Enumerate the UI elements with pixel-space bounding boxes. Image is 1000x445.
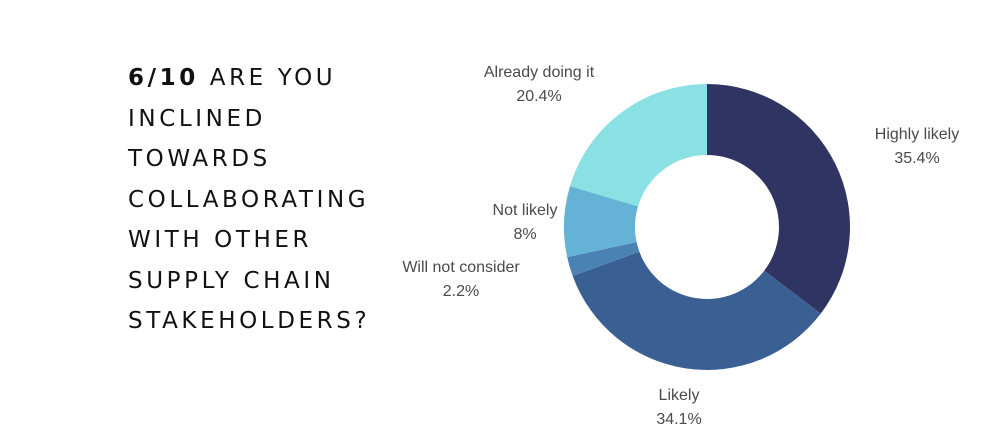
slice-category-label: Highly likely xyxy=(875,126,959,143)
slice-value-label: 20.4% xyxy=(516,88,561,105)
donut-slice xyxy=(567,242,640,277)
question-first-line: 6/10 ARE YOU xyxy=(128,58,428,99)
donut-slice xyxy=(569,84,707,207)
question-line: INCLINED xyxy=(128,105,266,132)
donut-slice xyxy=(707,84,850,314)
question-line: WITH OTHER xyxy=(128,227,313,253)
question-text: 6/10 ARE YOU INCLINED TOWARDS COLLABORAT… xyxy=(128,58,428,342)
question-line: STAKEHOLDERS? xyxy=(128,308,371,334)
slice-value-label: 34.1% xyxy=(656,411,701,428)
donut-slice xyxy=(564,186,639,258)
question-line: COLLABORATING xyxy=(128,186,370,213)
slice-category-label: Will not consider xyxy=(402,259,520,276)
slice-category-label: Not likely xyxy=(493,202,558,219)
slice-value-label: 2.2% xyxy=(443,283,479,300)
slice-category-label: Likely xyxy=(659,387,700,404)
slice-value-label: 35.4% xyxy=(894,150,939,167)
donut-slice xyxy=(572,251,821,370)
slice-category-label: Already doing it xyxy=(484,64,595,81)
slice-value-label: 8% xyxy=(513,226,536,243)
question-line: SUPPLY CHAIN xyxy=(128,267,335,294)
question-line: TOWARDS xyxy=(128,146,271,172)
question-number: 6/10 xyxy=(128,65,199,91)
question-line: ARE YOU xyxy=(209,65,337,91)
